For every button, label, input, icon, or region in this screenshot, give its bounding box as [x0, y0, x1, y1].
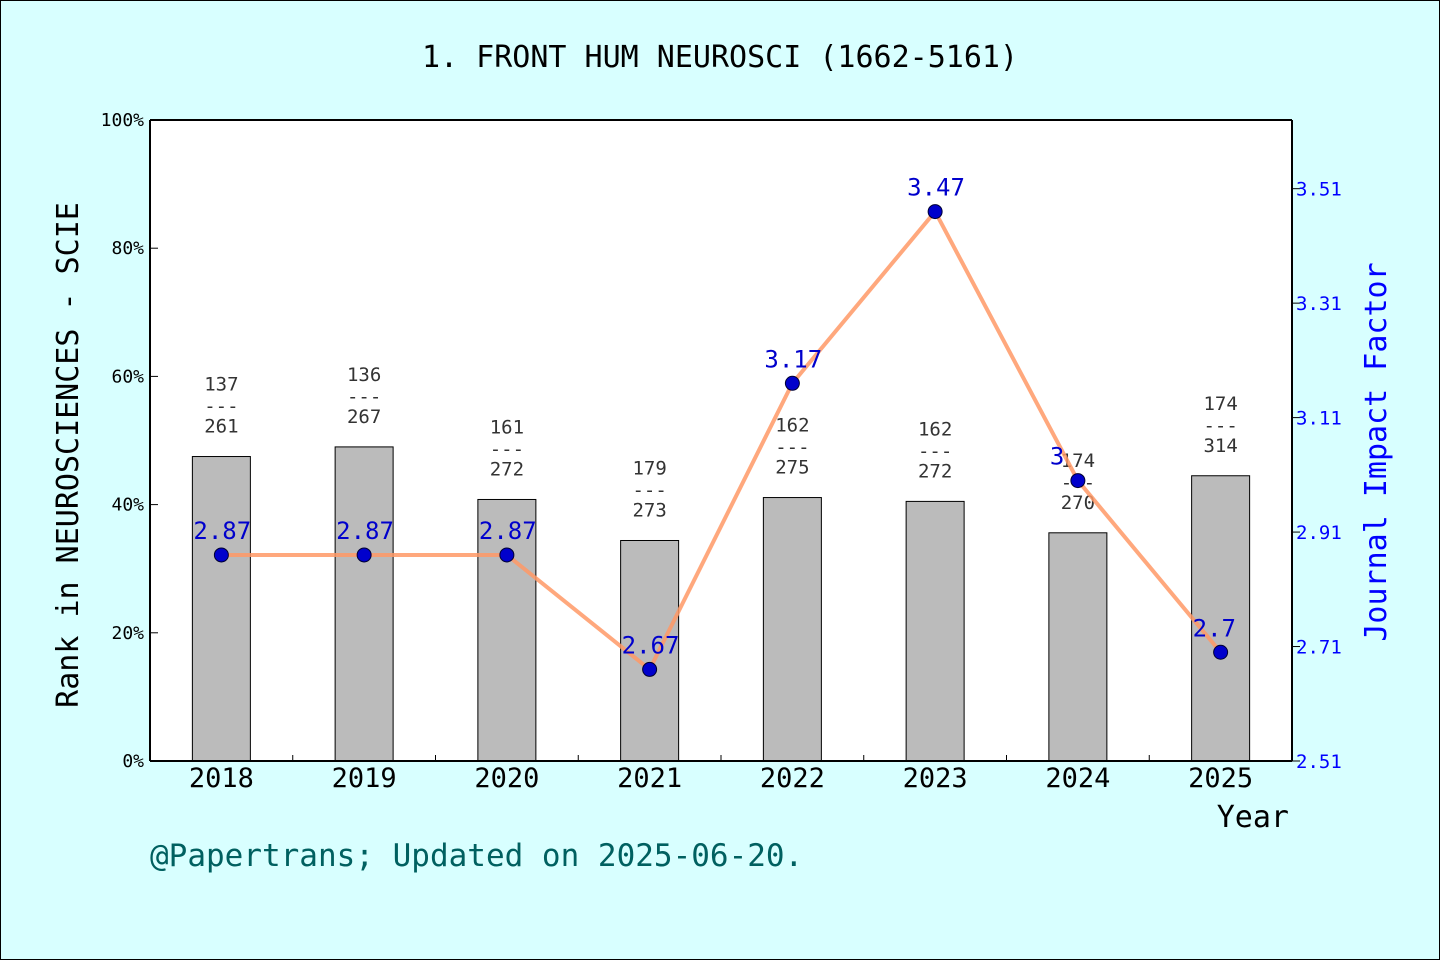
rank-value: 162 [918, 418, 952, 440]
left-tick-label: 80% [111, 238, 144, 259]
x-axis-ticks: 2018 2019 2020 2021 2022 2023 2024 2025 [189, 755, 1253, 794]
right-tick-label: 3.31 [1296, 293, 1342, 315]
left-tick-label: 20% [111, 623, 144, 644]
bar-2020 [477, 498, 537, 762]
impact-factor-label-2020: 2.87 [479, 517, 537, 545]
right-tick-label: 2.91 [1296, 522, 1342, 544]
fraction-bar: --- [347, 386, 381, 408]
bar-2024 [1048, 532, 1108, 762]
impact-factor-point-2021 [642, 661, 658, 677]
rank-total: 275 [775, 457, 809, 479]
x-tick-label: 2022 [760, 763, 825, 794]
rank-value: 179 [632, 457, 666, 479]
rank-value: 161 [490, 416, 524, 438]
rank-fraction-2023: 162---272 [918, 418, 952, 482]
bar-2022 [762, 497, 822, 762]
right-tick-label: 2.51 [1296, 751, 1342, 773]
chart-title: 1. FRONT HUM NEUROSCI (1662-5161) [422, 40, 1018, 75]
rank-total: 267 [347, 406, 381, 428]
rank-fraction-2021: 179---273 [632, 457, 666, 521]
x-tick-label: 2018 [189, 763, 254, 794]
x-tick-label: 2024 [1045, 763, 1110, 794]
bar-2019 [334, 446, 394, 762]
fraction-bar: --- [918, 440, 952, 462]
x-tick-label: 2019 [332, 763, 397, 794]
x-axis-label: Year [1217, 800, 1289, 835]
impact-factor-point-2022 [784, 375, 800, 391]
left-tick-label: 100% [101, 110, 145, 131]
impact-factor-line [221, 209, 1223, 672]
rank-fraction-2025: 174---314 [1203, 393, 1237, 457]
impact-factor-point-2020 [499, 547, 515, 563]
y-axis-label: Rank in NEUROSCIENCES - SCIE [51, 202, 86, 708]
bar-2023 [905, 500, 965, 762]
bar-2018 [191, 456, 251, 762]
fraction-bar: --- [204, 396, 238, 418]
impact-factor-label-2024: 3 [1050, 443, 1064, 471]
rank-fraction-2019: 136---267 [347, 364, 381, 428]
fraction-bar: --- [1203, 415, 1237, 437]
left-axis-ticks: 0% 20% 40% 60% 80% 100% [101, 110, 158, 772]
impact-factor-label-2019: 2.87 [336, 517, 394, 545]
rank-value: 162 [775, 415, 809, 437]
impact-factor-point-2019 [356, 547, 372, 563]
right-tick-label: 3.11 [1296, 408, 1342, 430]
left-tick-label: 0% [122, 751, 144, 772]
rank-fraction-2022: 162---275 [775, 415, 809, 479]
right-tick-label: 2.71 [1296, 637, 1342, 659]
impact-factor-point-2025 [1213, 644, 1229, 660]
impact-factor-label-2018: 2.87 [193, 517, 251, 545]
x-tick-label: 2020 [474, 763, 539, 794]
rank-fraction-2018: 137---261 [204, 374, 238, 438]
rank-value: 137 [204, 374, 238, 396]
left-tick-label: 40% [111, 495, 144, 516]
rank-total: 272 [918, 460, 952, 482]
rank-total: 273 [632, 499, 666, 521]
rank-total: 314 [1203, 435, 1237, 457]
rank-total: 272 [490, 458, 524, 480]
right-axis-ticks: 2.51 2.71 2.91 3.11 3.31 3.51 [1292, 179, 1342, 773]
fraction-bar: --- [775, 437, 809, 459]
left-tick-label: 60% [111, 366, 144, 387]
rank-value: 136 [347, 364, 381, 386]
x-tick-label: 2021 [617, 763, 682, 794]
footer-credit: @Papertrans; Updated on 2025-06-20. [150, 838, 803, 874]
impact-factor-label-2021: 2.67 [622, 631, 680, 659]
fraction-bar: --- [490, 438, 524, 460]
impact-factor-point-2018 [213, 547, 229, 563]
rank-fraction-2020: 161---272 [490, 416, 524, 480]
impact-factor-point-2024 [1070, 473, 1086, 489]
x-tick-label: 2025 [1188, 763, 1253, 794]
impact-factor-series: 2.87 2.87 2.87 2.67 3.17 3.47 3 2.7 [193, 174, 1236, 677]
plot-area [150, 120, 1292, 761]
impact-factor-label-2022: 3.17 [764, 345, 822, 373]
impact-factor-label-2023: 3.47 [907, 174, 965, 202]
y2-axis-label: Journal Impact Factor [1359, 262, 1394, 641]
bar-series [191, 446, 1251, 762]
x-tick-label: 2023 [903, 763, 968, 794]
bar-2021 [620, 539, 680, 762]
fraction-bar: --- [632, 479, 666, 501]
rank-value: 174 [1203, 393, 1237, 415]
right-tick-label: 3.51 [1296, 179, 1342, 201]
impact-factor-point-2023 [927, 204, 943, 220]
impact-factor-label-2025: 2.7 [1193, 614, 1236, 642]
rank-total: 270 [1061, 492, 1095, 514]
rank-total: 261 [204, 416, 238, 438]
